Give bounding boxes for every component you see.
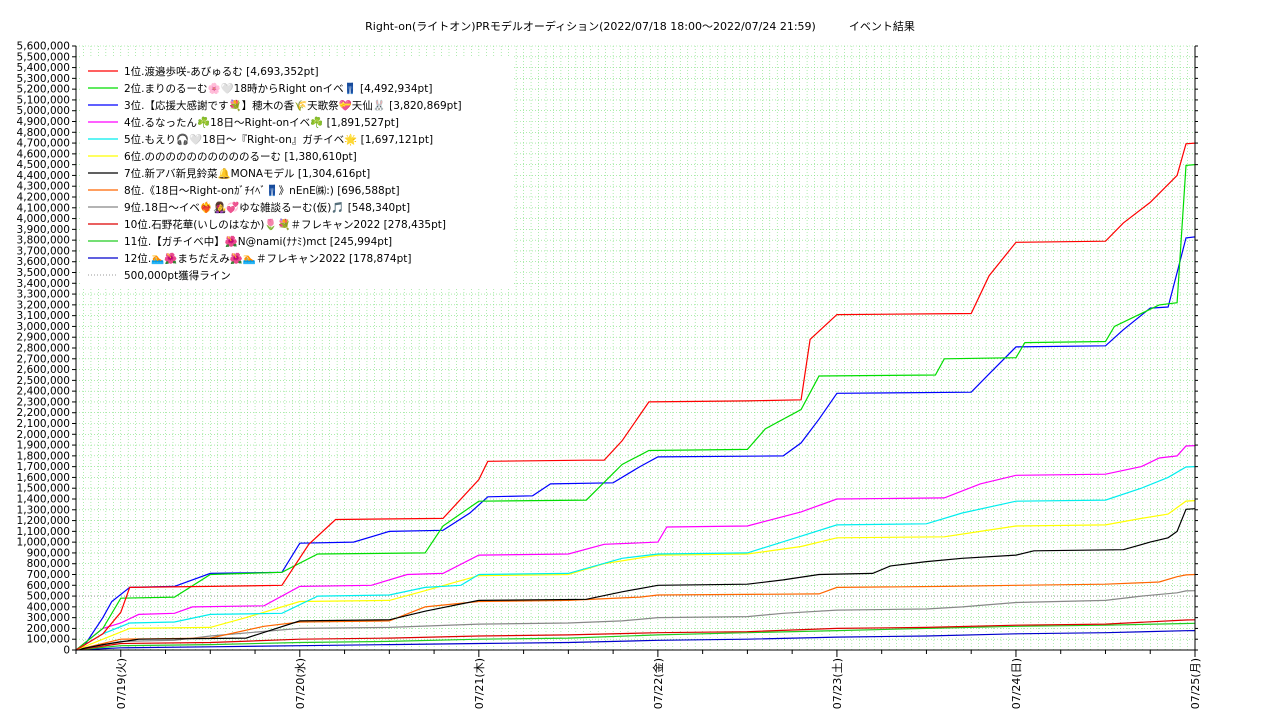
y-tick-label: 2,800,000 [17,343,70,355]
x-tick-label: 07/22(金) [651,658,665,709]
y-tick-label: 500,000 [27,591,70,603]
legend-entry-label: 2位.まりのるーむ🌸🤍18時からRight onイベ👖 [4,492,934pt… [124,82,432,95]
y-tick-label: 4,600,000 [17,148,70,160]
legend-entry-label: 3位.【応援大感謝です💐】穂木の香🌾天歌祭💝天仙🐰 [3,820,869pt] [124,99,462,112]
series-line [75,466,1196,651]
legend-entry-label: 11位.【ガチイベ中】🌺N@nami(ﾅﾅﾐ)mct [245,994pt] [124,235,392,248]
x-axis-ticks: 07/19(火) 07/20(水) 07/21(木) 07/22(金) 07/23(土)… [75,650,1202,709]
legend-entry-label: 7位.新アバ新見鈴菜🔔MONAモデル [1,304,616pt] [124,167,370,180]
y-tick-label: 200,000 [27,623,70,635]
y-tick-label: 3,900,000 [17,224,70,236]
y-tick-label: 5,000,000 [17,105,70,117]
y-tick-label: 4,700,000 [17,138,70,150]
y-tick-label: 4,800,000 [17,127,70,139]
series-line [75,445,1196,651]
y-tick-label: 4,400,000 [17,170,70,182]
y-tick-label: 3,800,000 [17,235,70,247]
series-line [75,630,1196,651]
y-tick-label: 4,300,000 [17,181,70,193]
y-tick-label: 1,900,000 [17,440,70,452]
y-tick-label: 2,200,000 [17,407,70,419]
chart-title: Right-on(ライトオン)PRモデルオーディション(2022/07/18 1… [365,20,915,33]
y-tick-label: 5,400,000 [17,62,70,74]
legend-entry-label: 6位.ののののののののののるーむ [1,380,610pt] [124,150,357,163]
y-tick-label: 900,000 [27,547,70,559]
y-tick-label: 1,500,000 [17,483,70,495]
y-tick-label: 2,700,000 [17,353,70,365]
y-tick-label: 2,100,000 [17,418,70,430]
legend-box [82,56,514,288]
y-tick-label: 800,000 [27,558,70,570]
y-tick-label: 3,600,000 [17,256,70,268]
y-tick-label: 1,100,000 [17,526,70,538]
y-tick-label: 5,200,000 [17,84,70,96]
y-tick-label: 3,200,000 [17,299,70,311]
y-tick-label: 300,000 [27,612,70,624]
y-tick-label: 3,500,000 [17,267,70,279]
series-line [75,508,1196,651]
y-tick-label: 4,900,000 [17,116,70,128]
y-tick-label: 4,100,000 [17,202,70,214]
y-tick-label: 2,000,000 [17,429,70,441]
y-tick-label: 2,900,000 [17,332,70,344]
y-tick-label: 4,200,000 [17,192,70,204]
y-tick-label: 3,100,000 [17,310,70,322]
legend-entry-label: 8位.《18日～Right-onｶﾞﾁｲﾍﾞ👖》nEnE㈱:) [696,588… [124,184,400,197]
y-tick-label: 3,300,000 [17,289,70,301]
y-tick-label: 4,000,000 [17,213,70,225]
series-line [75,573,1196,651]
series-line [75,500,1196,651]
y-tick-label: 5,300,000 [17,73,70,85]
series-line [75,622,1196,651]
y-tick-label: 1,800,000 [17,450,70,462]
x-tick-label: 07/24(日) [1010,658,1023,709]
y-tick-label: 0 [63,645,70,657]
y-tick-label: 3,000,000 [17,321,70,333]
x-tick-label: 07/19(火) [115,658,128,709]
y-tick-label: 600,000 [27,580,70,592]
x-tick-label: 07/20(水) [294,658,307,709]
y-tick-label: 1,700,000 [17,461,70,473]
series-line [75,142,1196,651]
y-tick-label: 1,400,000 [17,494,70,506]
y-tick-label: 400,000 [27,601,70,613]
legend-entry-label: 4位.るなったん☘️18日～Right-onイベ☘️ [1,891,527pt] [124,116,399,129]
y-tick-label: 3,700,000 [17,245,70,257]
legend-entry-label: 5位.もえり🎧🤍18日～『Right-on』ガチイベ🌟 [1,697,121pt… [124,133,433,146]
legend-entry-label: 12位.🏊🌺まちだえみ🌺🏊＃フレキャン2022 [178,874pt] [124,252,411,265]
legend-reference-label: 500,000pt獲得ライン [124,269,231,282]
legend-entry-label: 10位.石野花華(いしのはなか)🌷💐＃フレキャン2022 [278,435pt] [124,218,446,231]
x-tick-label: 07/25(月) [1189,658,1202,709]
series-line [75,236,1196,651]
x-tick-label: 07/21(木) [473,658,486,709]
legend-entry-label: 9位.18日～イベ❤️‍🔥👩‍🎤💞ゆな雑談るーむ(仮)🎵 [548,340pt] [124,201,410,214]
y-tick-label: 100,000 [27,634,70,646]
y-tick-label: 5,100,000 [17,94,70,106]
y-tick-label: 3,400,000 [17,278,70,290]
y-tick-label: 2,400,000 [17,386,70,398]
series-line [75,164,1196,651]
legend-entry-label: 1位.渡邉歩咲-あびゅるむ [4,693,352pt] [124,65,319,78]
series-line [75,619,1196,651]
y-tick-label: 1,600,000 [17,472,70,484]
x-tick-label: 07/23(土) [831,658,844,709]
y-tick-label: 1,000,000 [17,537,70,549]
legend: 1位.渡邉歩咲-あびゅるむ [4,693,352pt] 2位.まりのるーむ🌸🤍18… [82,56,514,288]
series-line [75,590,1196,651]
series-lines [75,142,1196,651]
y-tick-label: 700,000 [27,569,70,581]
y-tick-label: 1,300,000 [17,504,70,516]
y-tick-label: 2,500,000 [17,375,70,387]
y-tick-label: 2,300,000 [17,396,70,408]
y-tick-label: 4,500,000 [17,159,70,171]
y-tick-label: 2,600,000 [17,364,70,376]
y-tick-label: 5,600,000 [17,41,70,53]
y-tick-label: 1,200,000 [17,515,70,527]
y-tick-label: 5,500,000 [17,51,70,63]
y-axis-ticks: 0100,000200,000300,000400,000500,000600,… [17,41,1198,657]
